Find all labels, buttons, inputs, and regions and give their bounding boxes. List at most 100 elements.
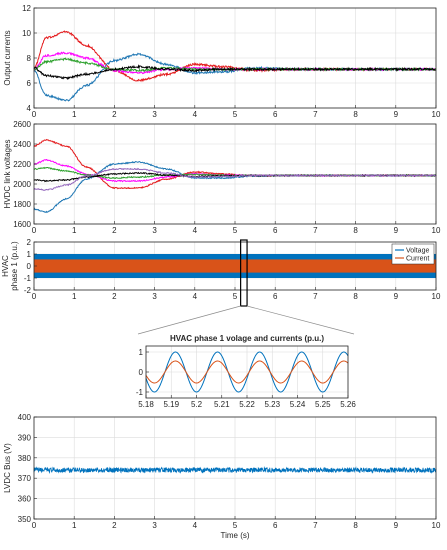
- y-tick-label: 2000: [13, 180, 31, 189]
- x-tick-label: 3: [152, 292, 157, 301]
- y-axis-label: Output currents: [3, 30, 12, 85]
- y-tick-label: -1: [24, 274, 32, 283]
- x-tick-label: 0: [32, 521, 37, 530]
- x-tick-label: 5: [233, 110, 238, 119]
- y-tick-label: 360: [18, 495, 32, 504]
- y-tick-label: 350: [18, 515, 32, 524]
- x-tick-label: 7: [313, 292, 318, 301]
- y-axis-label: LVDC Bus (V): [3, 443, 12, 493]
- x-tick-label: 9: [394, 110, 399, 119]
- x-tick-label: 10: [432, 292, 441, 301]
- legend-label-current: Current: [406, 256, 429, 263]
- y-axis-label: HVDC link voltages: [3, 140, 12, 209]
- y-tick-label: 380: [18, 454, 32, 463]
- x-tick-label: 4: [193, 521, 198, 530]
- x-tick-label: 5.21: [214, 400, 230, 409]
- x-tick-label: 9: [394, 521, 399, 530]
- y-tick-label: 1800: [13, 200, 31, 209]
- x-tick-label: 0: [32, 110, 37, 119]
- x-tick-label: 0: [32, 226, 37, 235]
- x-tick-label: 1: [72, 226, 77, 235]
- y-tick-label: 6: [27, 79, 32, 88]
- y-tick-label: 12: [22, 4, 31, 13]
- x-tick-label: 7: [313, 226, 318, 235]
- x-tick-label: 5: [233, 292, 238, 301]
- y-axis-label-line2: phase 1 (p.u.): [10, 241, 19, 291]
- x-tick-label: 0: [32, 292, 37, 301]
- zoom-window-box: [240, 239, 248, 307]
- y-tick-label: -2: [24, 286, 32, 295]
- y-tick-label: 2200: [13, 160, 31, 169]
- series-line: [33, 167, 437, 191]
- y-tick-label: 2400: [13, 140, 31, 149]
- x-tick-label: 5.23: [264, 400, 280, 409]
- x-tick-label: 5.22: [239, 400, 255, 409]
- x-tick-label: 2: [112, 292, 117, 301]
- x-tick-label: 9: [394, 292, 399, 301]
- y-tick-label: 400: [18, 413, 32, 422]
- y-tick-label: 4: [27, 104, 32, 113]
- inset-title: HVAC phase 1 volage and currents (p.u.): [170, 334, 324, 343]
- series-line-voltage: [145, 351, 349, 393]
- zoom-connector-right: [246, 305, 355, 335]
- x-tick-label: 2: [112, 226, 117, 235]
- x-tick-label: 1: [72, 521, 77, 530]
- x-tick-label: 4: [193, 226, 198, 235]
- x-tick-label: 1: [72, 292, 77, 301]
- panel-lvdc-bus: 0 1 2 3 4 5 6 7 8 9 10 350 360 370 380 390 400 LVDC Bus (…: [3, 413, 441, 540]
- x-tick-label: 5.18: [138, 400, 154, 409]
- x-tick-label: 8: [353, 110, 358, 119]
- x-tick-label: 7: [313, 521, 318, 530]
- y-tick-label: 0: [139, 368, 144, 377]
- y-tick-label: 390: [18, 433, 32, 442]
- y-tick-label: 1600: [13, 220, 31, 229]
- zoom-connector-left: [137, 305, 241, 335]
- x-tick-label: 1: [72, 110, 77, 119]
- x-tick-label: 4: [193, 110, 198, 119]
- legend-label-voltage: Voltage: [406, 248, 429, 255]
- x-tick-label: 9: [394, 226, 399, 235]
- x-tick-label: 7: [313, 110, 318, 119]
- panel-inset-hvac-zoom: 5.18 5.19 5.2 5.21 5.22 5.23 5.24 5.25 5.26 -1 0 1 H…: [136, 334, 356, 409]
- y-tick-label: 1: [139, 348, 144, 357]
- x-tick-label: 8: [353, 292, 358, 301]
- y-tick-label: 1: [27, 250, 32, 259]
- x-tick-label: 3: [152, 110, 157, 119]
- y-tick-label: 2600: [13, 120, 31, 129]
- series-band-current: [34, 259, 436, 273]
- panel-hvdc-link-voltages: 0 1 2 3 4 5 6 7 8 9 10 1600 1800 2000 2200 2400 2600 HVDC…: [3, 120, 441, 235]
- x-tick-label: 10: [432, 110, 441, 119]
- y-tick-label: 370: [18, 474, 32, 483]
- x-tick-label: 5.24: [290, 400, 306, 409]
- x-tick-label: 5.26: [340, 400, 356, 409]
- series-line: [33, 466, 437, 474]
- y-axis-label-line1: HVAC: [1, 255, 10, 277]
- x-tick-label: 3: [152, 226, 157, 235]
- x-axis-label: Time (s): [220, 531, 249, 540]
- y-tick-label: 8: [27, 54, 32, 63]
- y-tick-label: -1: [136, 388, 144, 397]
- x-tick-label: 2: [112, 110, 117, 119]
- y-tick-label: 10: [22, 29, 31, 38]
- x-tick-label: 5.19: [163, 400, 179, 409]
- y-tick-label: 2: [27, 238, 32, 247]
- x-tick-label: 10: [432, 521, 441, 530]
- x-tick-label: 8: [353, 521, 358, 530]
- x-tick-label: 5: [233, 226, 238, 235]
- x-tick-label: 4: [193, 292, 198, 301]
- series-line: [33, 64, 437, 81]
- x-tick-label: 5.25: [315, 400, 331, 409]
- legend-box: [391, 243, 435, 265]
- y-tick-label: 0: [27, 262, 32, 271]
- x-tick-label: 6: [273, 521, 278, 530]
- x-tick-label: 6: [273, 110, 278, 119]
- zoom-connector: [137, 305, 355, 335]
- x-tick-label: 3: [152, 521, 157, 530]
- x-tick-label: 10: [432, 226, 441, 235]
- x-tick-label: 6: [273, 226, 278, 235]
- x-tick-label: 5.2: [191, 400, 203, 409]
